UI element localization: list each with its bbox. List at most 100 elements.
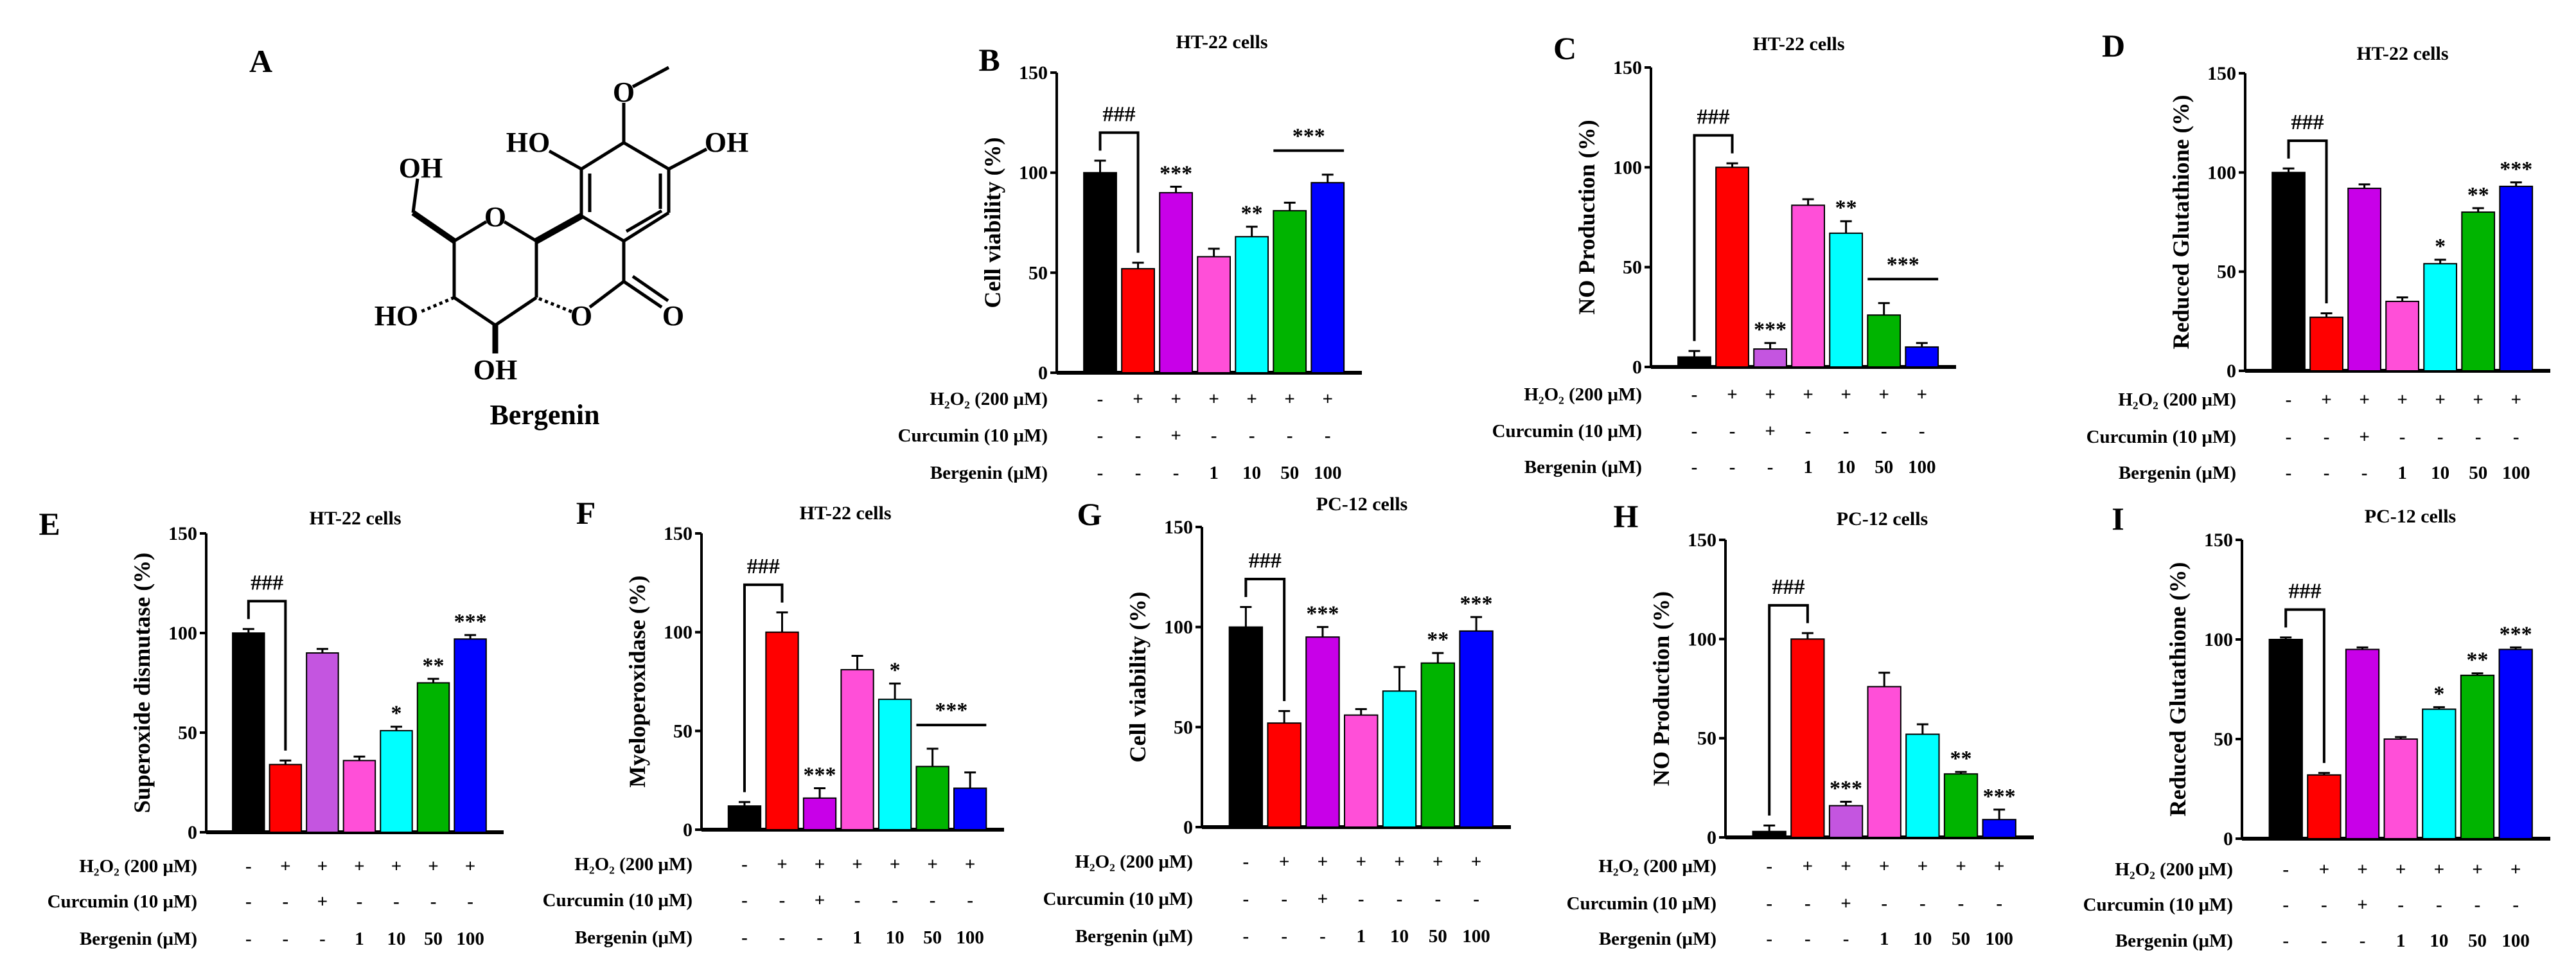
condition-entry: - (2282, 859, 2289, 880)
y-tick-label: 50 (673, 720, 693, 742)
condition-entry: + (391, 856, 402, 877)
condition-entry: - (1843, 421, 1849, 442)
bond (622, 141, 670, 171)
significance-label: * (391, 702, 401, 726)
condition-label: H₂O₂ (200 μM) (1598, 856, 1716, 877)
significance-bracket (1768, 603, 1809, 816)
condition-entry: + (2472, 859, 2483, 880)
bracket-label: ### (251, 571, 283, 594)
condition-entry: + (1355, 852, 1366, 872)
condition-entry: 100 (2502, 463, 2530, 483)
condition-entry: - (2437, 427, 2444, 447)
bar (878, 699, 912, 831)
significance-label: ** (1950, 747, 1972, 771)
y-axis-label: Myeloperoxidase (%) (624, 575, 650, 787)
condition-entry: + (1803, 384, 1813, 405)
condition-entry: 50 (1429, 926, 1447, 947)
panel-letter: A (249, 43, 272, 79)
condition-label: H₂O₂ (200 μM) (2118, 389, 2236, 410)
condition-entry: - (283, 929, 289, 949)
condition-label: H₂O₂ (200 μM) (930, 389, 1048, 409)
condition-entry: - (1358, 889, 1364, 909)
condition-entry: + (280, 856, 291, 877)
condition-entry: - (245, 856, 252, 877)
bar (1197, 256, 1231, 373)
condition-entry: 50 (1952, 929, 1970, 949)
condition-entry: - (779, 890, 786, 911)
bar (1828, 805, 1864, 838)
y-tick-label: 150 (2207, 63, 2236, 84)
condition-entry: + (1879, 856, 1890, 877)
bar (765, 631, 799, 831)
condition-entry: + (2359, 427, 2370, 447)
condition-entry: - (2361, 463, 2368, 483)
condition-entry: 10 (387, 929, 405, 949)
condition-entry: 50 (424, 929, 443, 949)
condition-entry: + (1318, 889, 1328, 909)
panel-letter: H (1614, 498, 1639, 534)
condition-entry: 1 (1880, 929, 1889, 949)
condition-entry: + (1727, 384, 1738, 405)
condition-entry: + (1279, 852, 1290, 872)
condition-label: Curcumin (10 μM) (1567, 893, 1716, 914)
bar (1420, 662, 1455, 828)
double-bond (625, 209, 663, 233)
bar (342, 760, 376, 834)
condition-entry: + (1433, 852, 1443, 872)
y-axis-label: Cell viability (%) (1125, 592, 1151, 763)
chart-title: PC-12 cells (2365, 506, 2456, 527)
significance-label: *** (1830, 776, 1862, 800)
condition-entry: + (1955, 856, 1966, 877)
condition-entry: - (2286, 389, 2292, 410)
condition-entry: + (1918, 856, 1928, 877)
condition-entry: - (1097, 425, 1104, 446)
condition-label: Curcumin (10 μM) (898, 425, 1048, 446)
condition-entry: 10 (1913, 929, 1932, 949)
bar (2498, 648, 2533, 839)
atom-labels: O OH HO OH O HO O O OH (375, 76, 748, 386)
condition-entry: - (1881, 893, 1887, 914)
condition-label: Curcumin (10 μM) (543, 890, 693, 911)
condition-entry: + (317, 891, 328, 912)
condition-entry: + (1394, 852, 1405, 872)
condition-entry: 100 (1985, 929, 2013, 949)
condition-entry: - (2436, 895, 2442, 915)
condition-entry: 1 (355, 929, 364, 949)
bar (2309, 316, 2343, 371)
condition-entry: 10 (1837, 457, 1855, 478)
panel-letter: G (1077, 496, 1102, 532)
condition-label: Bergenin (μM) (1599, 929, 1716, 949)
condition-entry: + (1878, 384, 1889, 405)
condition-entry: - (967, 890, 973, 911)
bar (840, 669, 874, 831)
y-tick-label: 0 (1632, 357, 1642, 378)
panel-letter: B (978, 42, 1000, 78)
bar (2499, 185, 2534, 371)
significance-label: *** (2500, 622, 2532, 646)
condition-entry: 10 (1390, 926, 1409, 947)
condition-entry: 1 (2396, 931, 2406, 951)
bar (454, 638, 487, 833)
condition-entry: + (428, 856, 439, 877)
significance-label: *** (2500, 157, 2532, 181)
bond (411, 178, 419, 213)
double-bond (631, 274, 669, 303)
bar (1752, 830, 1786, 838)
y-tick-label: 0 (1183, 817, 1193, 838)
y-tick-label: 100 (664, 622, 693, 643)
bracket-label: ### (747, 555, 780, 578)
condition-label: H₂O₂ (200 μM) (574, 854, 693, 875)
condition-label: Curcumin (10 μM) (2086, 427, 2236, 447)
condition-entry: - (1805, 421, 1812, 442)
condition-entry: + (2510, 389, 2521, 410)
condition-entry: - (1881, 421, 1887, 442)
condition-entry: 10 (1242, 463, 1261, 483)
condition-entry: - (283, 891, 289, 912)
condition-entry: - (1473, 889, 1479, 909)
condition-entry: 100 (1314, 463, 1342, 483)
bar (232, 632, 265, 833)
condition-entry: - (1281, 926, 1287, 947)
